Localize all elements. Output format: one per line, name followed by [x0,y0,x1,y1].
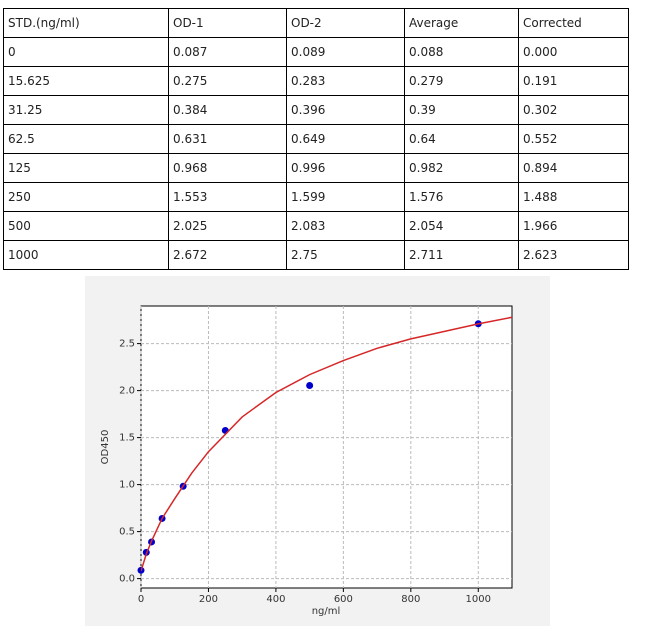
data-table: STD.(ng/ml) OD-1 OD-2 Average Corrected 0 0.08… [3,8,629,270]
table-cell: 0.39 [404,95,519,125]
table-cell: 31.25 [3,95,169,125]
table-cell: 0.283 [286,66,405,96]
table-cell: Average [404,8,519,38]
table-row: 0 0.087 0.089 0.088 0.000 [3,37,629,67]
y-tick-label: 0.0 [119,574,135,585]
table-cell: OD-1 [168,8,287,38]
table-cell: STD.(ng/ml) [3,8,169,38]
table-cell: 1.488 [518,182,629,212]
x-axis-label: ng/ml [312,606,341,617]
table-cell: 2.711 [404,240,519,270]
x-tick-label: 800 [401,594,420,605]
table-cell: 2.623 [518,240,629,270]
table-cell: 0.279 [404,66,519,96]
table-cell: 2.672 [168,240,287,270]
table-cell: 0.64 [404,124,519,154]
y-axis-label: OD450 [100,430,111,465]
table-cell: 0.087 [168,37,287,67]
y-tick-label: 1.5 [119,433,135,444]
x-tick-label: 0 [138,594,144,605]
table-row: 500 2.025 2.083 2.054 1.966 [3,211,629,241]
x-tick-label: 600 [334,594,353,605]
table-row: STD.(ng/ml) OD-1 OD-2 Average Corrected [3,8,629,38]
y-tick-label: 1.0 [119,480,135,491]
table-row: 31.25 0.384 0.396 0.39 0.302 [3,95,629,125]
y-tick-label: 0.5 [119,527,135,538]
table-cell: 1000 [3,240,169,270]
table-cell: 0.968 [168,153,287,183]
y-tick-label: 2.0 [119,386,135,397]
table-cell: 0.894 [518,153,629,183]
table-cell: Corrected [518,8,629,38]
table-row: 1000 2.672 2.75 2.711 2.623 [3,240,629,270]
x-tick-label: 200 [199,594,218,605]
table-cell: 0.396 [286,95,405,125]
table-cell: 500 [3,211,169,241]
data-point [221,426,229,434]
table-cell: 0.982 [404,153,519,183]
x-tick-label: 1000 [466,594,491,605]
x-tick-label: 400 [266,594,285,605]
data-point [306,382,314,390]
table-cell: 250 [3,182,169,212]
plot-area [140,305,513,589]
y-tick-label: 2.5 [119,339,135,350]
table-cell: 1.966 [518,211,629,241]
table-cell: 0.631 [168,124,287,154]
fit-curve [141,316,512,572]
table-cell: 2.054 [404,211,519,241]
table-cell: 0.089 [286,37,405,67]
